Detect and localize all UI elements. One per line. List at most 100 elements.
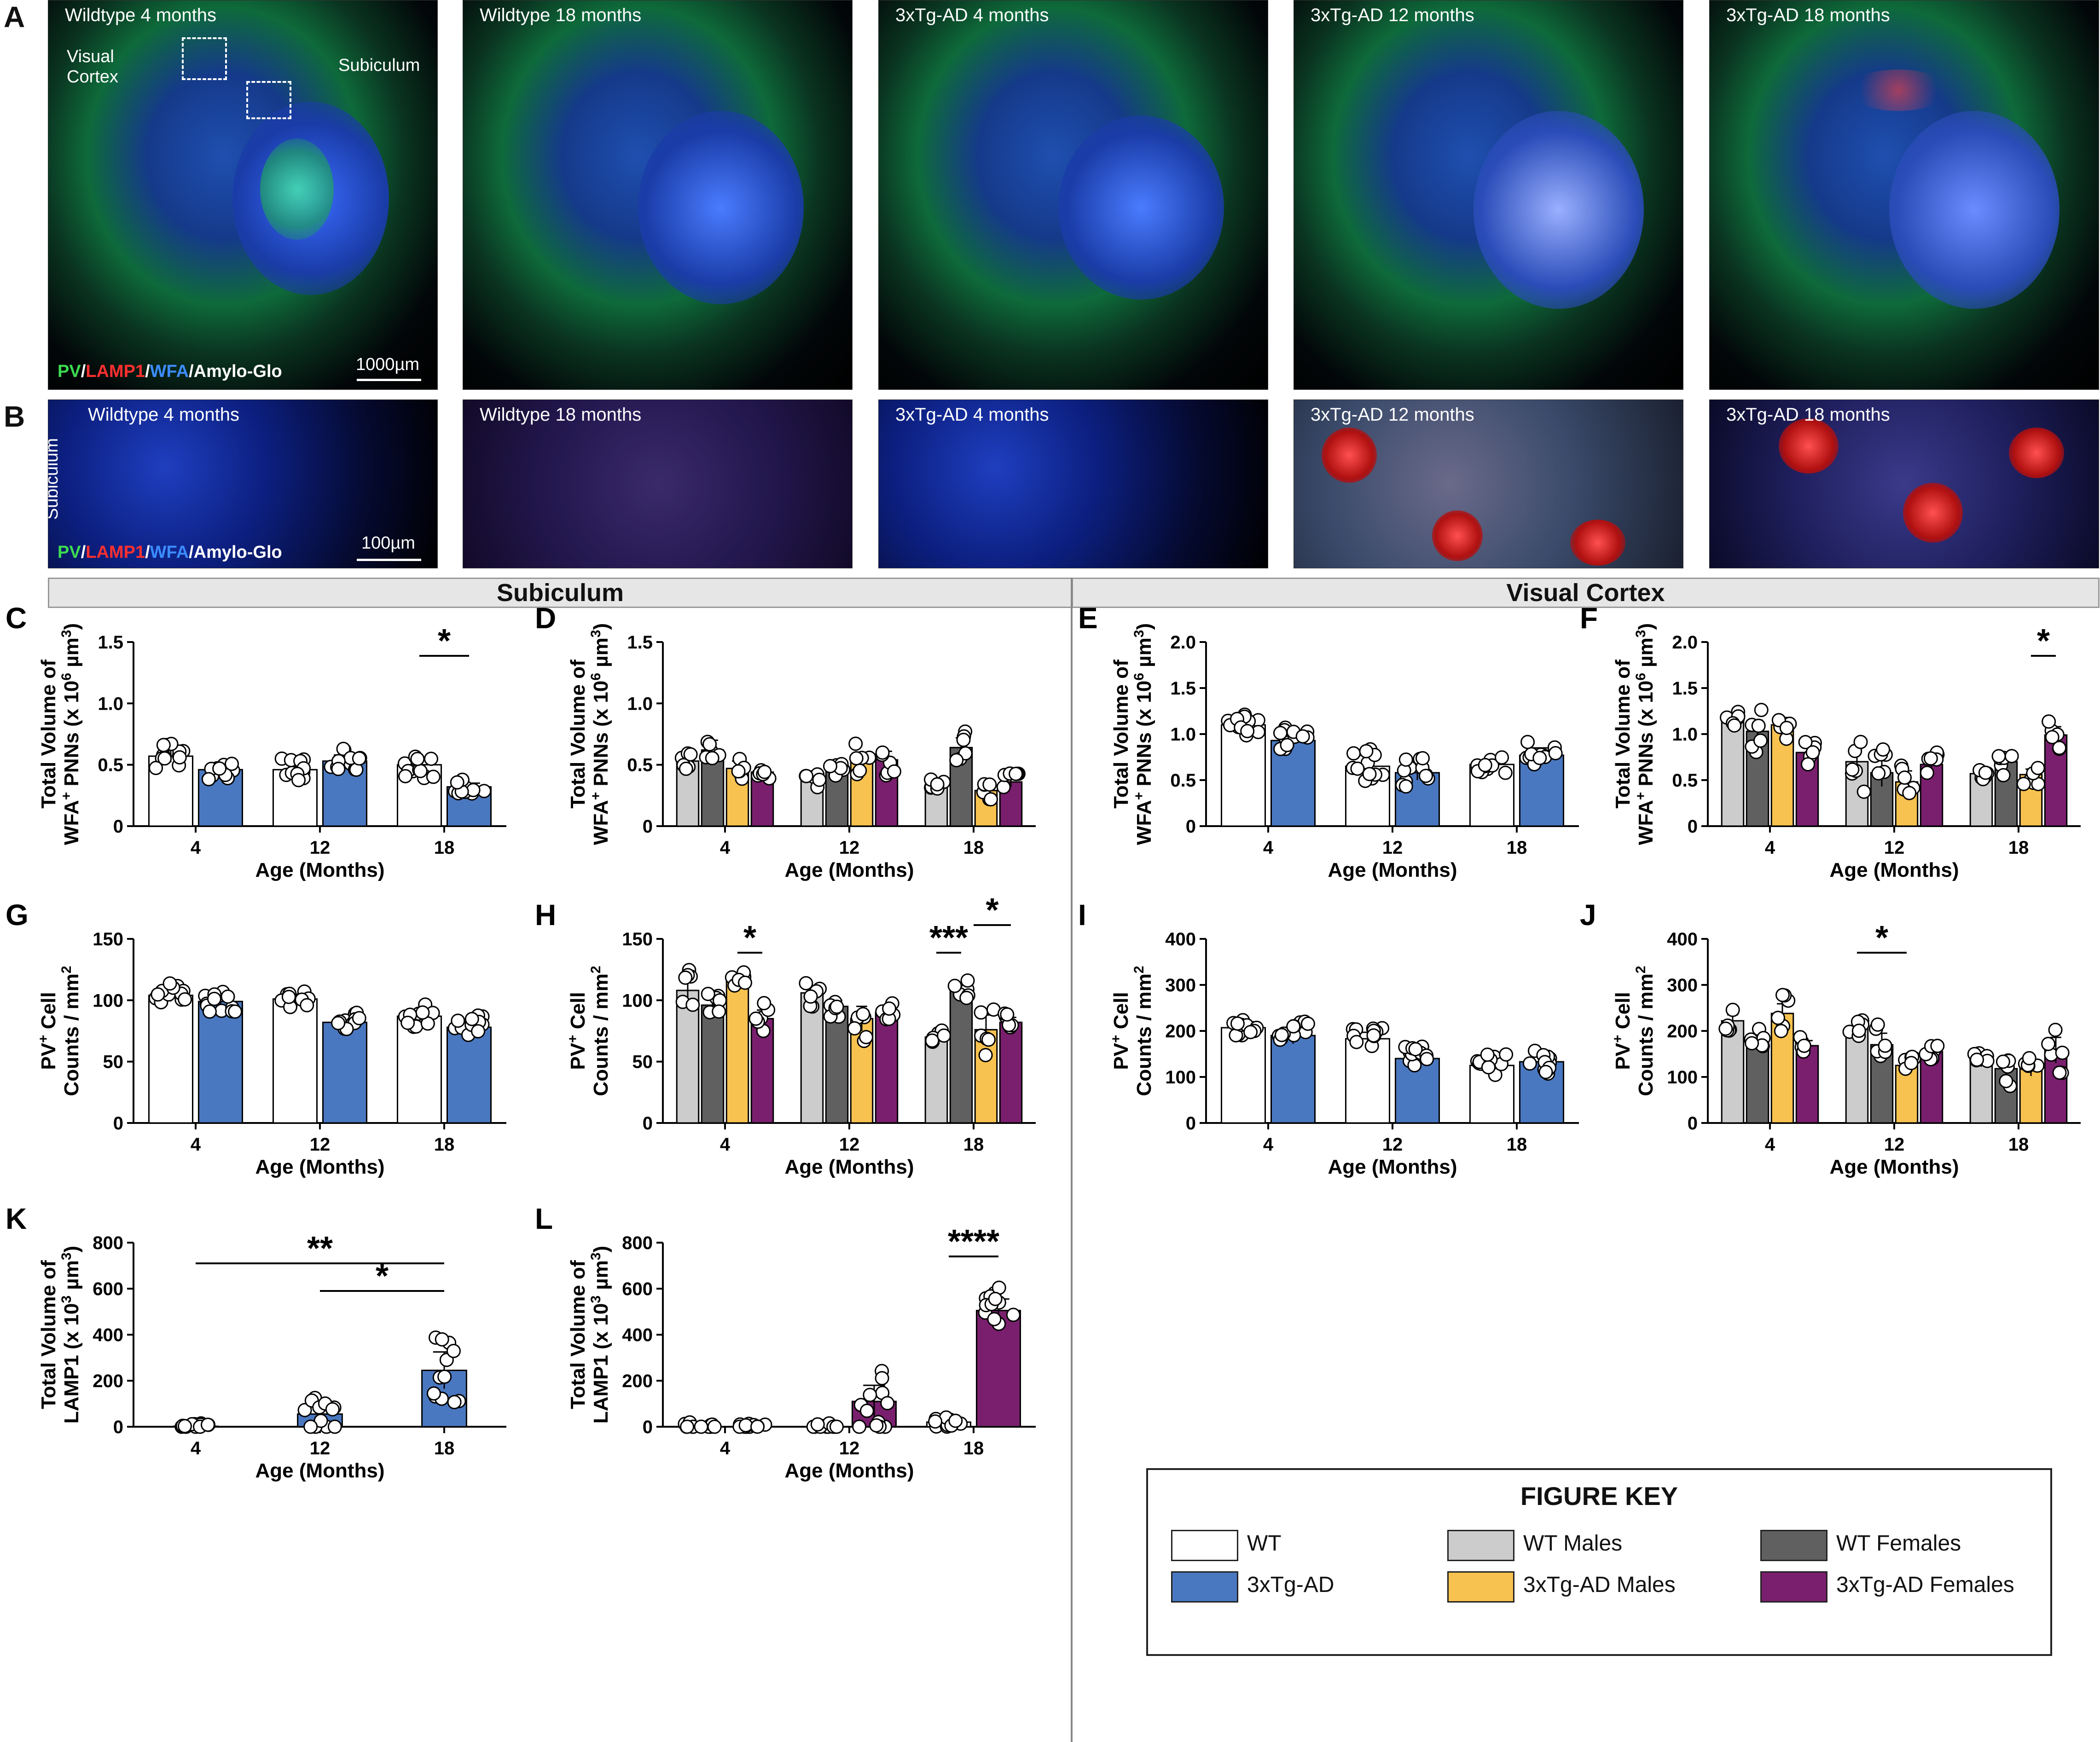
data-point: [178, 992, 192, 1007]
y-label-line2: Counts / mm2: [1633, 966, 1658, 1096]
data-point: [859, 1030, 874, 1044]
data-point: [325, 1402, 340, 1417]
data-point: [1851, 1024, 1866, 1038]
data-point: [1970, 1053, 1984, 1067]
data-point: [1274, 1028, 1289, 1042]
y-tick-label: 0.5: [1672, 770, 1698, 791]
data-point: [1991, 749, 2006, 764]
y-axis-label: Total Volume of LAMP1 (x 103 µm3): [37, 1246, 83, 1424]
significance-stars: *: [438, 623, 451, 660]
bar-wt: [272, 998, 318, 1124]
data-point: [1999, 1074, 2013, 1088]
region-side-label: Subiculum: [48, 438, 62, 520]
x-axis-label: Age (Months): [1328, 859, 1457, 881]
data-point: [1280, 738, 1294, 752]
swatch-wt: [1171, 1530, 1238, 1561]
data-point: [847, 1021, 862, 1036]
y-tick-label: 1.0: [98, 694, 123, 714]
chart-j: J 0 100 200 300 400 PV+ Cell Counts / mm2 4 12 18 A…: [1574, 897, 2099, 1192]
micrograph-b1: Wildtype 4 months Subiculum PV/LAMP1/WFA…: [48, 399, 438, 568]
data-point: [1978, 765, 1993, 780]
data-point: [1522, 1056, 1537, 1071]
data-point: [202, 1004, 217, 1019]
bar-ad: [446, 1026, 492, 1124]
y-tick-label: 0: [643, 1417, 653, 1437]
x-tick-label: 12: [1382, 1134, 1403, 1155]
data-point: [201, 772, 216, 787]
micrograph-a2: Wildtype 18 months: [463, 0, 853, 390]
micrograph-label: 3xTg-AD 18 months: [1726, 5, 1890, 25]
y-label-line2: WFA+ PNNs (x 106 µm3): [1633, 623, 1658, 845]
data-point: [996, 780, 1011, 794]
micrograph-label: 3xTg-AD 18 months: [1726, 405, 1890, 425]
data-point: [1920, 765, 1934, 780]
data-point: [887, 764, 901, 779]
x-tick-label: 18: [434, 1438, 455, 1458]
data-point: [925, 1033, 940, 1048]
chart-svg: L 0 200 400 600 800 Total Volume of LAMP1 (x 10…: [535, 1202, 1036, 1482]
region-title-visual-cortex: Visual Cortex: [1506, 579, 1665, 607]
data-point: [875, 745, 890, 760]
x-axis-label: Age (Months): [1829, 859, 1959, 881]
y-tick-label: 0: [113, 1417, 123, 1437]
data-point: [327, 1419, 342, 1434]
data-point: [738, 1418, 753, 1433]
data-point: [1878, 1038, 1892, 1053]
data-point: [738, 975, 753, 990]
y-tick-label: 400: [1165, 929, 1196, 949]
data-point: [853, 764, 867, 778]
data-point: [799, 769, 814, 783]
data-point: [829, 1419, 844, 1434]
x-tick-label: 12: [839, 1134, 860, 1155]
y-tick-label: 1.0: [1672, 724, 1698, 745]
x-tick-label: 18: [1507, 838, 1527, 858]
y-tick-label: 2.0: [1170, 632, 1196, 653]
bar-wt: [148, 995, 194, 1124]
data-point: [162, 976, 177, 991]
micrograph-a4: 3xTg-AD 12 months: [1294, 0, 1683, 390]
key-label-wt: WT: [1247, 1531, 1282, 1556]
data-point: [949, 753, 964, 768]
bar-wt_f: [1994, 1068, 2018, 1124]
data-point: [1398, 752, 1413, 767]
data-point: [1362, 767, 1377, 781]
data-point: [466, 783, 481, 798]
y-tick-label: 0.5: [1170, 770, 1196, 791]
data-point: [987, 1312, 1002, 1326]
y-axis-label: PV+ Cell Counts / mm2: [565, 966, 613, 1096]
data-point: [882, 1001, 897, 1016]
y-label-line2: Counts / mm2: [1131, 966, 1156, 1096]
data-point: [331, 1016, 346, 1030]
y-tick-label: 600: [622, 1279, 653, 1299]
data-point: [1520, 735, 1535, 749]
data-point: [415, 1005, 430, 1020]
chart-svg: G 0 50 100 150 PV+ Cell Counts / mm2 4 12 18 Age (…: [6, 898, 506, 1178]
data-point: [331, 762, 346, 776]
bar-wt_m: [800, 992, 824, 1124]
data-point: [1295, 729, 1310, 744]
data-point: [1398, 779, 1413, 794]
bar-ad_m: [725, 980, 749, 1124]
data-point: [988, 1291, 1003, 1306]
significance-stars: **: [307, 1230, 333, 1267]
significance-stars: *: [2037, 623, 2050, 660]
data-point: [869, 1418, 884, 1433]
y-tick-label: 600: [93, 1279, 123, 1299]
data-point: [982, 777, 997, 792]
data-point: [1775, 988, 1790, 1002]
data-point: [1415, 751, 1430, 766]
x-tick-label: 4: [1765, 838, 1775, 858]
data-point: [705, 751, 719, 765]
y-tick-label: 0: [113, 1113, 123, 1134]
y-label-line1: Total Volume of: [1612, 660, 1634, 809]
significance-stars: *: [986, 897, 998, 929]
data-point: [680, 1419, 695, 1434]
bar-ad_f: [999, 1021, 1023, 1124]
data-point: [930, 777, 945, 792]
bar-wt: [1345, 1038, 1391, 1124]
y-label-line1: Total Volume of: [37, 660, 60, 809]
bar-wt_m: [1721, 718, 1745, 827]
data-point: [2052, 741, 2067, 755]
